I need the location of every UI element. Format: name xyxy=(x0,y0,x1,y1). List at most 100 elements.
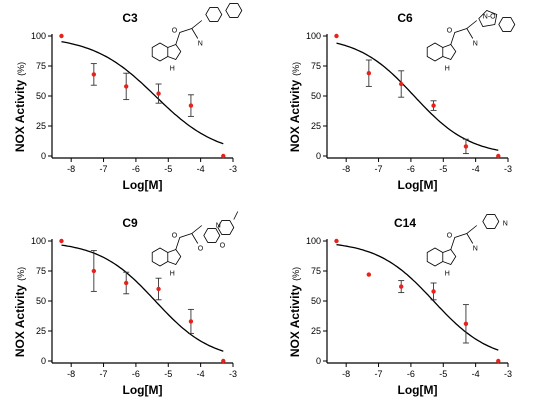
chart-panel: 0 25 50 75 100 -8 -7 -6 -5 -4 -3 Log[M] NOX Activity… xyxy=(288,10,516,192)
pyranone-ring-icon xyxy=(203,228,221,243)
y-axis-title-text: NOX Activity xyxy=(288,285,302,358)
structure-label: N xyxy=(503,221,508,228)
x-tick-label: -5 xyxy=(439,164,447,174)
structure-label: N xyxy=(198,41,203,48)
structure-label: H xyxy=(170,271,175,278)
y-tick-label: 100 xyxy=(31,31,46,41)
x-tick-label: -7 xyxy=(375,164,383,174)
panel-title: C9 xyxy=(122,216,138,230)
y-axis-unit: (%) xyxy=(16,267,26,281)
x-tick-label: -8 xyxy=(342,369,350,379)
x-tick-label: -4 xyxy=(472,164,480,174)
y-axis-title: NOX Activity (%) xyxy=(288,62,302,152)
x-tick-label: -7 xyxy=(100,369,108,379)
y-tick-label: 0 xyxy=(41,356,46,366)
nitrile-bond-icon xyxy=(191,233,199,244)
nitrile-bond-icon xyxy=(191,28,199,39)
data-point xyxy=(221,358,226,364)
fit-curve xyxy=(336,42,499,151)
y-axis-unit: (%) xyxy=(291,62,301,76)
y-axis-title-text: NOX Activity xyxy=(13,80,27,153)
x-tick-label: -5 xyxy=(164,369,172,379)
x-tick-label: -3 xyxy=(504,369,512,379)
pyridine-ring-icon xyxy=(482,214,500,229)
x-tick-label: -3 xyxy=(504,164,512,174)
y-tick-label: 0 xyxy=(41,151,46,161)
pyrrole-ring-icon xyxy=(442,249,457,265)
y-axis-title-text: NOX Activity xyxy=(288,80,302,153)
fit-curve xyxy=(336,244,499,351)
benzene-ring-icon xyxy=(151,42,169,62)
data-point xyxy=(188,103,194,108)
nitrile-bond-icon xyxy=(466,233,474,244)
data-point xyxy=(91,268,97,274)
data-point xyxy=(496,358,501,364)
data-point xyxy=(399,81,404,87)
structure-label: H xyxy=(445,66,450,73)
data-point xyxy=(124,280,129,286)
chain-bond-icon xyxy=(450,20,478,45)
data-point xyxy=(91,72,97,77)
data-point xyxy=(156,286,161,292)
structure-label: N xyxy=(473,41,478,48)
x-tick-label: -7 xyxy=(375,369,383,379)
molecule-structure-icon: O N H xyxy=(151,3,243,73)
data-point xyxy=(334,238,339,244)
y-tick-label: 25 xyxy=(36,326,46,336)
y-tick-label: 25 xyxy=(36,121,46,131)
structure-label: O xyxy=(447,28,453,35)
data-point xyxy=(221,153,226,159)
data-point xyxy=(366,71,372,76)
isoxazole-ring-icon xyxy=(478,10,498,27)
pyrrole-ring-icon xyxy=(167,249,182,265)
y-tick-label: 100 xyxy=(306,31,321,41)
panel-title: C3 xyxy=(122,11,138,25)
x-axis-title: Log[M] xyxy=(398,178,438,192)
x-tick-label: -4 xyxy=(197,164,205,174)
x-axis-title: Log[M] xyxy=(123,178,163,192)
x-tick-label: -4 xyxy=(197,369,205,379)
x-tick-label: -6 xyxy=(132,369,140,379)
y-axis-unit: (%) xyxy=(291,267,301,281)
structure-label: O xyxy=(172,28,178,35)
nitrile-bond-icon xyxy=(466,28,474,39)
y-tick-label: 100 xyxy=(306,236,321,246)
x-axis-title: Log[M] xyxy=(398,383,438,397)
y-tick-label: 75 xyxy=(311,61,321,71)
x-tick-label: -3 xyxy=(229,369,237,379)
x-tick-label: -4 xyxy=(472,369,480,379)
data-point xyxy=(399,284,404,289)
panel-title: C14 xyxy=(394,216,416,230)
x-tick-label: -6 xyxy=(132,164,140,174)
chart-panel: 0 25 50 75 100 -8 -7 -6 -5 -4 -3 Log[M] NOX Activity… xyxy=(288,214,512,397)
data-point xyxy=(366,272,372,277)
x-tick-label: -3 xyxy=(229,164,237,174)
x-tick-label: -8 xyxy=(67,369,75,379)
x-tick-label: -5 xyxy=(164,164,172,174)
benzene-ring-icon xyxy=(151,247,169,267)
y-axis-unit: (%) xyxy=(16,62,26,76)
structure-label: N xyxy=(473,246,478,253)
chain-bond-icon xyxy=(450,225,478,250)
y-tick-label: 50 xyxy=(311,91,321,101)
chart-panel: 0 25 50 75 100 -8 -7 -6 -5 -4 -3 Log[M] NOX Activity… xyxy=(13,3,243,192)
aryl-ring-icon xyxy=(217,220,235,235)
panel-title: C6 xyxy=(397,11,413,25)
y-tick-label: 25 xyxy=(311,326,321,336)
aryl-ring-icon xyxy=(225,3,243,18)
aryl-ring-icon xyxy=(205,7,223,22)
data-point xyxy=(431,289,436,294)
structure-label: O xyxy=(172,233,178,240)
molecule-structure-icon: O N N H xyxy=(426,214,508,278)
chain-bond-icon xyxy=(175,225,203,250)
y-tick-label: 0 xyxy=(316,356,321,366)
x-tick-label: -7 xyxy=(100,164,108,174)
y-axis-title: NOX Activity (%) xyxy=(288,267,302,357)
data-point xyxy=(463,321,469,326)
aryl-ring-icon xyxy=(498,17,516,32)
structure-label: N-O xyxy=(483,14,496,21)
y-tick-label: 50 xyxy=(36,91,46,101)
fit-curve xyxy=(61,41,224,145)
benzene-ring-icon xyxy=(426,247,444,267)
